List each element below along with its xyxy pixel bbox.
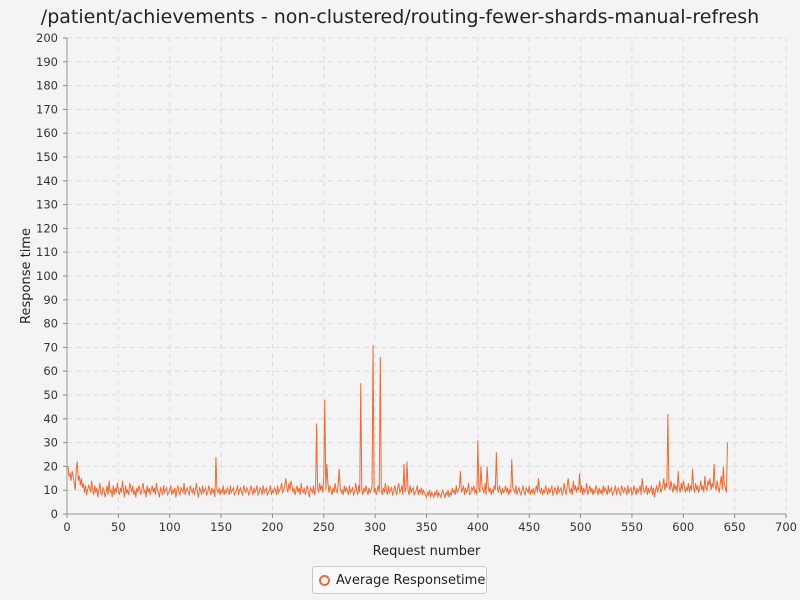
x-tick-label: 250 (313, 520, 335, 534)
y-tick-label: 50 (43, 388, 58, 402)
y-tick-label: 70 (43, 340, 58, 354)
y-tick-label: 80 (43, 317, 58, 331)
y-tick-label: 30 (43, 436, 58, 450)
x-axis-title: Request number (373, 544, 481, 559)
y-tick-label: 160 (36, 126, 58, 140)
x-tick-label: 350 (416, 520, 438, 534)
y-tick-label: 140 (36, 174, 58, 188)
x-tick-label: 50 (111, 520, 126, 534)
y-tick-label: 190 (36, 55, 58, 69)
x-tick-label: 100 (159, 520, 181, 534)
x-tick-label: 200 (261, 520, 283, 534)
y-tick-label: 10 (43, 483, 58, 497)
y-tick-label: 0 (51, 507, 58, 521)
y-tick-label: 40 (43, 412, 58, 426)
x-tick-label: 450 (518, 520, 540, 534)
y-tick-label: 20 (43, 459, 58, 473)
y-tick-label: 110 (36, 245, 58, 259)
legend-label: Average Responsetime (336, 572, 486, 588)
x-tick-label: 600 (672, 520, 694, 534)
y-tick-label: 150 (36, 150, 58, 164)
x-tick-label: 400 (467, 520, 489, 534)
y-tick-label: 130 (36, 198, 58, 212)
y-tick-label: 100 (36, 269, 58, 283)
x-tick-label: 700 (775, 520, 797, 534)
series-line-average-responsetime (67, 345, 728, 499)
x-tick-label: 150 (210, 520, 232, 534)
x-tick-label: 550 (621, 520, 643, 534)
x-tick-label: 650 (724, 520, 746, 534)
y-tick-label: 60 (43, 364, 58, 378)
y-tick-label: 90 (43, 293, 58, 307)
y-tick-label: 120 (36, 221, 58, 235)
y-tick-label: 170 (36, 102, 58, 116)
x-tick-label: 300 (364, 520, 386, 534)
y-axis-title: Response time (19, 228, 34, 324)
x-tick-label: 500 (570, 520, 592, 534)
y-tick-label: 180 (36, 79, 58, 93)
legend: Average Responsetime (312, 566, 487, 594)
y-tick-label: 200 (36, 31, 58, 45)
chart-title: /patient/achievements - non-clustered/ro… (40, 6, 760, 28)
x-tick-label: 0 (63, 520, 70, 534)
legend-marker-icon (319, 574, 330, 586)
